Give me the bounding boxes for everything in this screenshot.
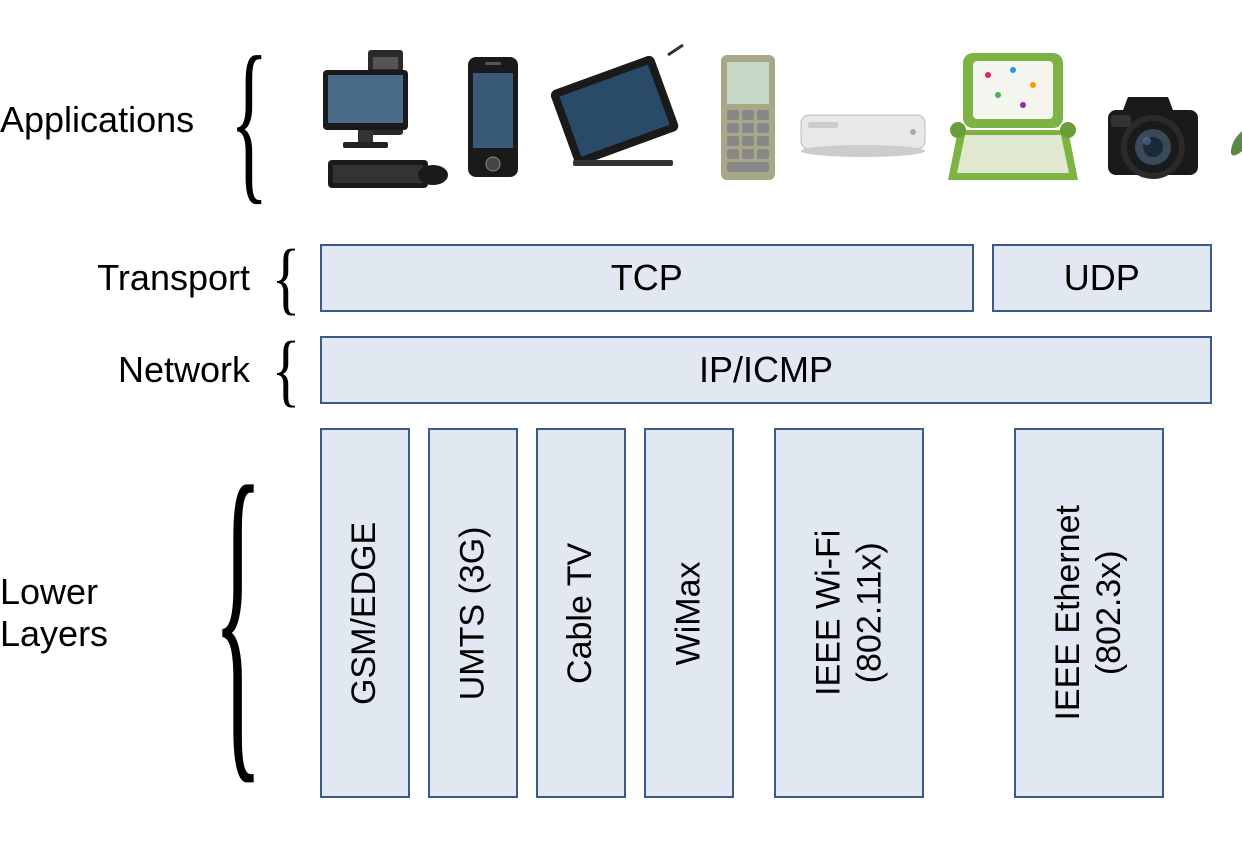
- desktop-pc-icon: [313, 40, 453, 200]
- wimax-box: WiMax: [644, 428, 734, 798]
- ip-icmp-box: IP/ICMP: [320, 336, 1212, 404]
- transport-label: Transport: [97, 257, 250, 299]
- lower-label: Lower Layers: [0, 571, 154, 655]
- gsm-box: GSM/EDGE: [320, 428, 410, 798]
- transport-boxes: TCP UDP: [320, 244, 1242, 312]
- ieee-box: IEEE Ethernet(802.3x): [1014, 428, 1164, 798]
- applications-devices: [303, 20, 1242, 220]
- lower-box-label: WiMax: [669, 561, 710, 665]
- udp-box: UDP: [992, 244, 1213, 312]
- toy-dinosaur-icon: [1223, 40, 1242, 200]
- lower-box-label: IEEE Ethernet(802.3x): [1048, 505, 1130, 720]
- lower-box-label: IEEE Wi-Fi(802.11x): [808, 530, 890, 696]
- network-layer: Network { IP/ICMP: [0, 336, 1242, 404]
- tcp-box: TCP: [320, 244, 974, 312]
- ieee-box: IEEE Wi-Fi(802.11x): [774, 428, 924, 798]
- lower-label-cell: Lower Layers {: [0, 568, 320, 658]
- lower-boxes: GSM/EDGE UMTS (3G) Cable TV WiMax IEEE Wi-Fi…: [320, 428, 1242, 798]
- umts-box: UMTS (3G): [428, 428, 518, 798]
- applications-label-cell: Applications {: [0, 93, 303, 147]
- brace-icon: {: [272, 266, 301, 290]
- lower-box-label: Cable TV: [561, 542, 602, 683]
- brace-icon: {: [272, 358, 301, 382]
- brace-icon: {: [230, 93, 269, 147]
- network-boxes: IP/ICMP: [320, 336, 1242, 404]
- brace-icon: {: [213, 559, 263, 667]
- dslr-camera-icon: [1093, 60, 1213, 220]
- settop-box-icon: [793, 50, 933, 210]
- olpc-laptop-icon: [943, 40, 1083, 200]
- lower-box-label: UMTS (3G): [453, 526, 494, 700]
- transport-layer: Transport { TCP UDP: [0, 244, 1242, 312]
- transport-label-cell: Transport {: [0, 257, 320, 299]
- applications-layer: Applications {: [0, 20, 1242, 220]
- cable-box: Cable TV: [536, 428, 626, 798]
- network-label-cell: Network {: [0, 349, 320, 391]
- network-label: Network: [118, 349, 250, 391]
- smartphone-icon: [463, 40, 523, 200]
- pda-handheld-icon: [713, 40, 783, 200]
- applications-label: Applications: [0, 99, 194, 141]
- lower-layers: Lower Layers { GSM/EDGE UMTS (3G) Cable TV…: [0, 428, 1242, 798]
- tablet-laptop-icon: [533, 40, 703, 200]
- lower-box-label: GSM/EDGE: [345, 521, 386, 704]
